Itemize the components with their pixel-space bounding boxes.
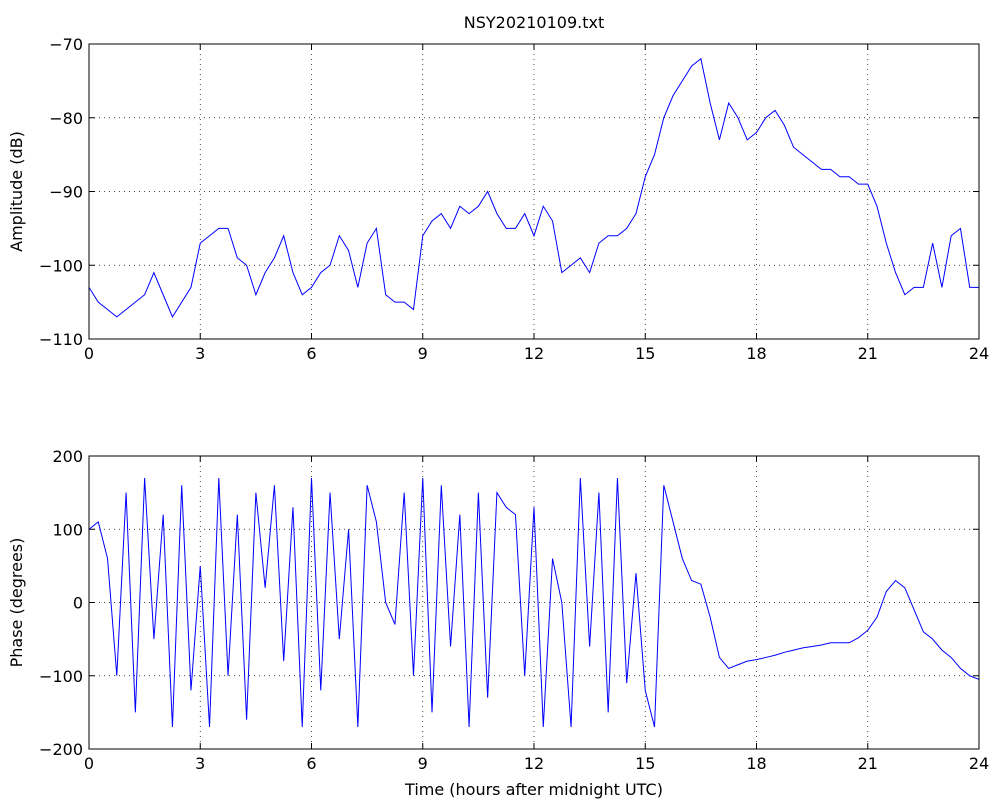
y-tick-label: 100 xyxy=(52,520,83,539)
x-tick-label: 6 xyxy=(306,344,316,363)
x-tick-label: 6 xyxy=(306,754,316,773)
axes-frame xyxy=(88,43,980,340)
x-tick-label: 15 xyxy=(635,344,655,363)
y-axis-label: Phase (degrees) xyxy=(7,538,26,668)
x-tick-label: 24 xyxy=(969,754,989,773)
x-tick-label: 21 xyxy=(858,344,878,363)
y-tick-label: −110 xyxy=(39,330,83,349)
data-line xyxy=(88,57,979,318)
x-tick-label: 24 xyxy=(969,344,989,363)
x-tick-label: 0 xyxy=(84,344,94,363)
x-tick-label: 21 xyxy=(858,754,878,773)
x-tick-label: 12 xyxy=(524,754,544,773)
x-tick-label: 18 xyxy=(746,754,766,773)
y-tick-label: −100 xyxy=(39,256,83,275)
y-tick-label: −100 xyxy=(39,667,83,686)
x-tick-label: 15 xyxy=(635,754,655,773)
y-tick-label: −70 xyxy=(49,35,83,54)
x-tick-label: 3 xyxy=(195,344,205,363)
chart-title: NSY20210109.txt xyxy=(464,13,604,32)
x-tick-label: 18 xyxy=(746,344,766,363)
x-tick-label: 3 xyxy=(195,754,205,773)
y-axis-label: Amplitude (dB) xyxy=(7,131,26,252)
y-tick-label: −200 xyxy=(39,740,83,759)
y-tick-label: −80 xyxy=(49,109,83,128)
data-line xyxy=(88,477,980,728)
x-tick-label: 0 xyxy=(84,754,94,773)
x-tick-label: 12 xyxy=(524,344,544,363)
x-axis-label: Time (hours after midnight UTC) xyxy=(404,780,663,799)
x-tick-label: 9 xyxy=(418,754,428,773)
y-tick-label: −90 xyxy=(49,183,83,202)
y-tick-label: 0 xyxy=(73,594,83,613)
x-tick-label: 9 xyxy=(418,344,428,363)
axes-frame xyxy=(88,455,980,750)
y-tick-label: 200 xyxy=(52,447,83,466)
